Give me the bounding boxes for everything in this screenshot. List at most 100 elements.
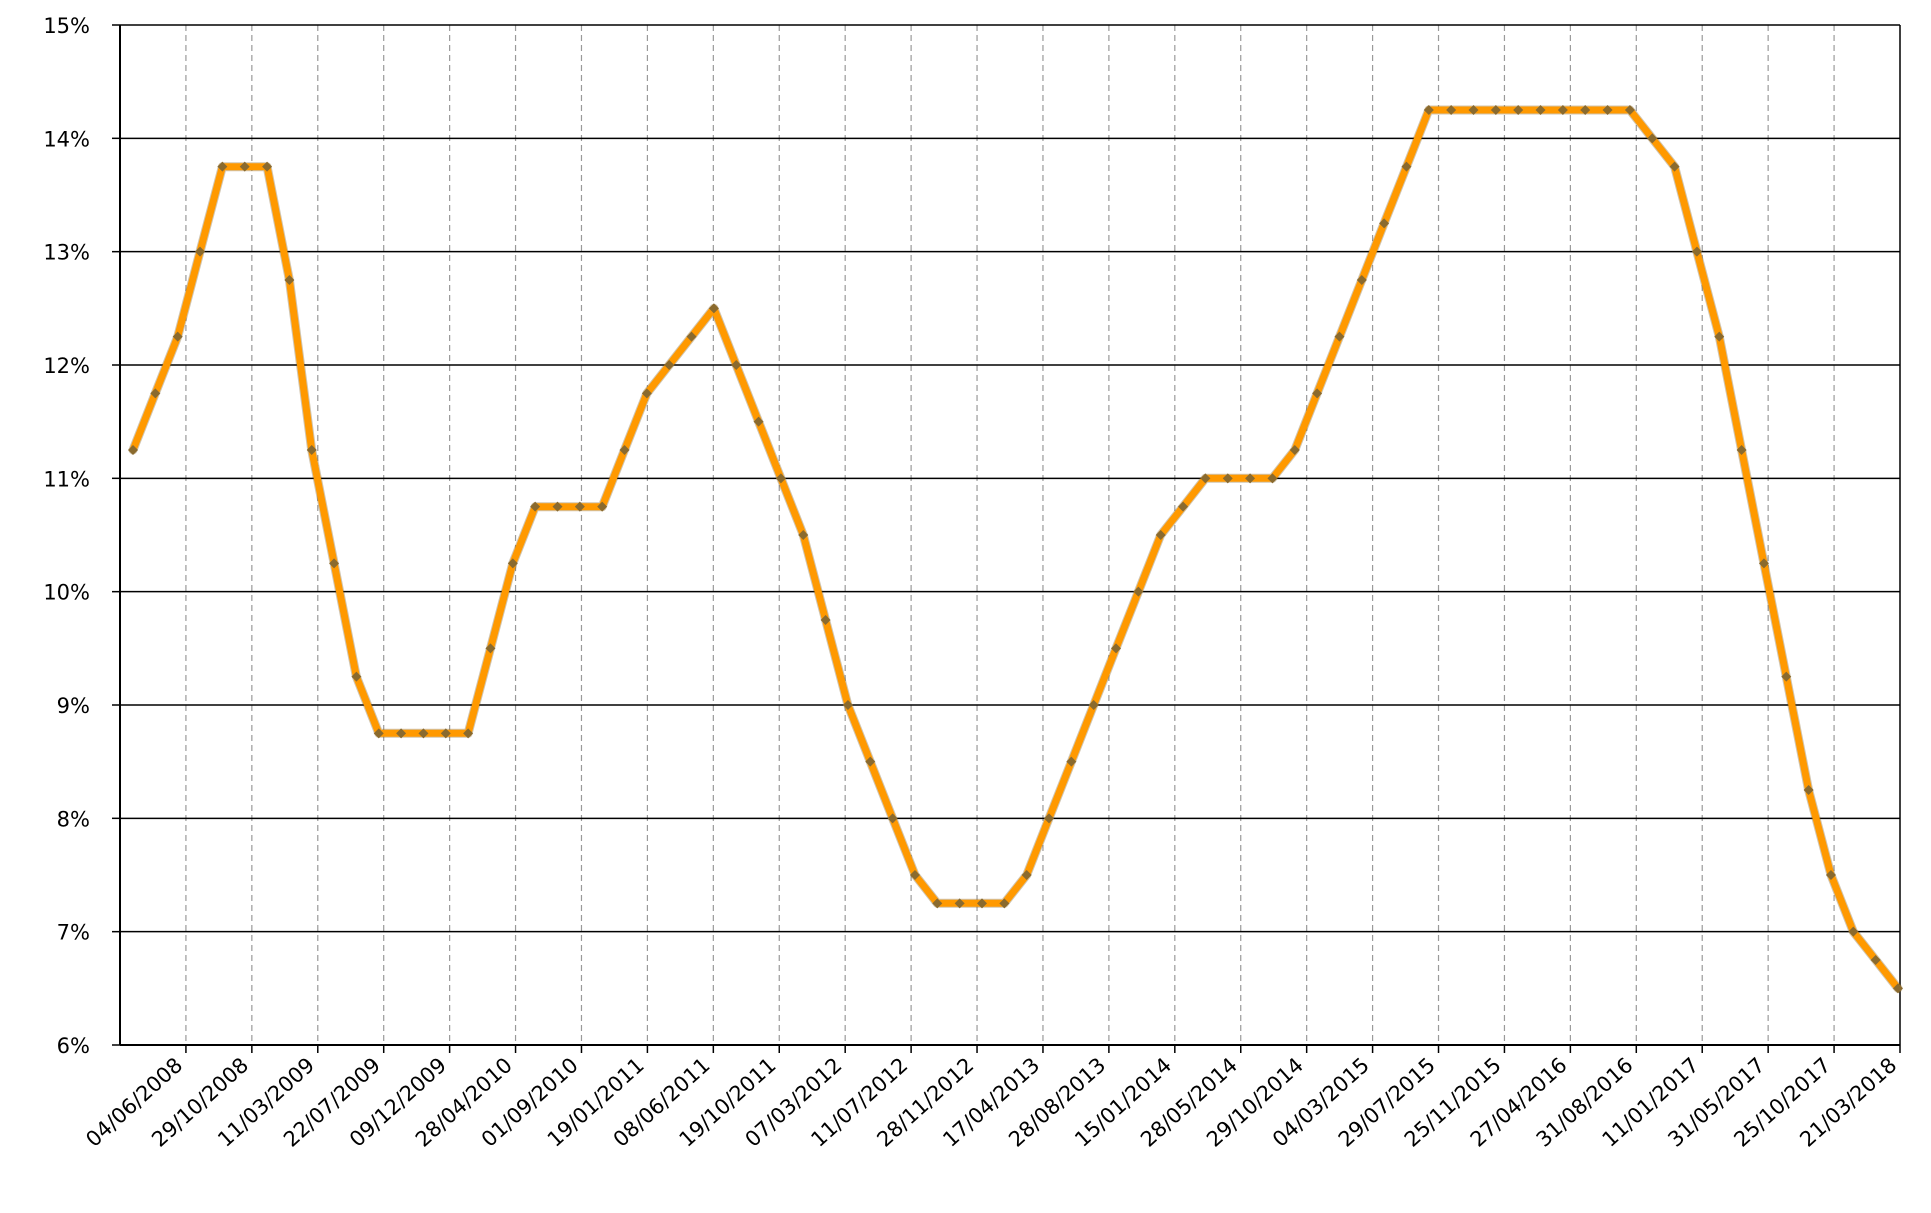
data-point-marker bbox=[999, 898, 1010, 909]
data-point-marker bbox=[195, 246, 206, 257]
horizontal-gridlines bbox=[112, 24, 1900, 1046]
data-point-marker bbox=[1781, 671, 1792, 682]
data-point-marker bbox=[865, 756, 876, 767]
data-point-marker bbox=[820, 615, 831, 625]
data-point-marker bbox=[597, 501, 608, 512]
data-point-marker bbox=[1870, 955, 1881, 965]
data-point-marker bbox=[217, 161, 228, 172]
data-point-marker bbox=[1669, 161, 1680, 172]
data-point-marker bbox=[485, 643, 496, 654]
data-point-marker bbox=[798, 530, 809, 540]
data-point-marker bbox=[1691, 246, 1702, 257]
data-point-marker bbox=[1267, 473, 1278, 484]
data-point-marker bbox=[1893, 983, 1903, 994]
data-point-marker bbox=[1178, 501, 1189, 512]
data-point-marker bbox=[1044, 813, 1055, 824]
data-point-marker bbox=[753, 416, 764, 427]
data-point-marker bbox=[619, 445, 630, 455]
data-point-marker bbox=[909, 870, 920, 880]
data-point-marker bbox=[1200, 473, 1211, 484]
data-point-marker bbox=[1401, 161, 1412, 172]
data-point-marker bbox=[1245, 473, 1256, 484]
data-point-marker bbox=[1111, 643, 1122, 654]
data-point-marker bbox=[396, 728, 407, 739]
y-axis-tick-labels: 6% 7% 8% 9% 10% 11% 12% 13% 14% 15% bbox=[43, 14, 90, 1058]
data-point-marker bbox=[954, 898, 965, 909]
data-point-marker bbox=[1490, 105, 1501, 115]
data-point-marker bbox=[530, 501, 541, 512]
data-point-marker bbox=[1535, 105, 1546, 115]
data-point-marker bbox=[440, 728, 451, 739]
y-tick-label: 11% bbox=[43, 467, 90, 491]
data-point-marker bbox=[775, 473, 786, 484]
data-point-marker bbox=[932, 898, 943, 909]
series-line-shadow bbox=[128, 105, 1903, 993]
data-point-marker bbox=[1602, 105, 1613, 115]
series-markers bbox=[128, 105, 1903, 994]
data-point-marker bbox=[1312, 388, 1323, 399]
y-tick-label: 13% bbox=[43, 241, 90, 265]
y-tick-label: 10% bbox=[43, 581, 90, 605]
data-point-marker bbox=[128, 445, 138, 455]
data-point-marker bbox=[1356, 275, 1367, 285]
data-point-marker bbox=[1468, 105, 1479, 115]
data-point-marker bbox=[1557, 105, 1568, 115]
series-line bbox=[129, 106, 1902, 992]
data-point-marker bbox=[329, 558, 340, 569]
data-point-marker bbox=[262, 161, 273, 172]
data-point-marker bbox=[731, 360, 742, 370]
data-point-marker bbox=[1133, 586, 1144, 597]
data-point-marker bbox=[842, 700, 853, 710]
data-point-marker bbox=[172, 331, 183, 342]
data-point-marker bbox=[1624, 105, 1635, 115]
y-tick-label: 6% bbox=[57, 1034, 90, 1058]
data-point-marker bbox=[1379, 218, 1390, 229]
data-point-marker bbox=[507, 558, 518, 569]
series-line bbox=[128, 105, 1903, 993]
data-point-marker bbox=[306, 445, 317, 455]
y-tick-label: 15% bbox=[43, 14, 90, 38]
axes bbox=[119, 25, 1901, 1046]
data-point-marker bbox=[664, 360, 675, 370]
y-tick-label: 7% bbox=[57, 921, 90, 945]
data-point-marker bbox=[686, 331, 697, 342]
data-point-marker bbox=[1647, 133, 1658, 144]
data-point-marker bbox=[708, 303, 719, 314]
data-point-marker bbox=[1222, 473, 1233, 484]
data-point-marker bbox=[1066, 756, 1077, 767]
y-tick-label: 8% bbox=[57, 807, 90, 831]
data-point-marker bbox=[418, 728, 429, 739]
data-point-marker bbox=[887, 813, 898, 824]
data-point-marker bbox=[1446, 105, 1457, 115]
y-tick-label: 14% bbox=[43, 127, 90, 151]
data-point-marker bbox=[463, 728, 474, 739]
data-point-marker bbox=[1289, 445, 1300, 455]
y-tick-label: 9% bbox=[57, 694, 90, 718]
data-point-marker bbox=[1088, 700, 1099, 710]
data-point-marker bbox=[1803, 785, 1814, 795]
data-point-marker bbox=[641, 388, 652, 399]
y-tick-label: 12% bbox=[43, 354, 90, 378]
data-point-marker bbox=[373, 728, 384, 739]
data-point-marker bbox=[552, 501, 563, 512]
data-point-marker bbox=[239, 161, 250, 172]
data-point-marker bbox=[351, 671, 362, 682]
data-point-marker bbox=[1714, 331, 1725, 342]
data-point-marker bbox=[976, 898, 987, 909]
data-point-marker bbox=[284, 275, 295, 285]
data-point-marker bbox=[1155, 530, 1166, 540]
vertical-gridlines bbox=[185, 25, 1901, 1053]
data-point-marker bbox=[1513, 105, 1524, 115]
data-point-marker bbox=[1825, 870, 1836, 880]
data-point-marker bbox=[1580, 105, 1591, 115]
data-point-marker bbox=[1736, 445, 1747, 455]
x-axis-tick-labels: 04/06/200829/10/200811/03/200922/07/2009… bbox=[81, 1053, 1901, 1152]
data-point-marker bbox=[1758, 558, 1769, 569]
data-point-marker bbox=[574, 501, 585, 512]
data-point-marker bbox=[1021, 870, 1032, 880]
data-point-marker bbox=[1334, 331, 1345, 342]
data-point-marker bbox=[150, 388, 161, 399]
data-point-marker bbox=[1848, 926, 1859, 937]
